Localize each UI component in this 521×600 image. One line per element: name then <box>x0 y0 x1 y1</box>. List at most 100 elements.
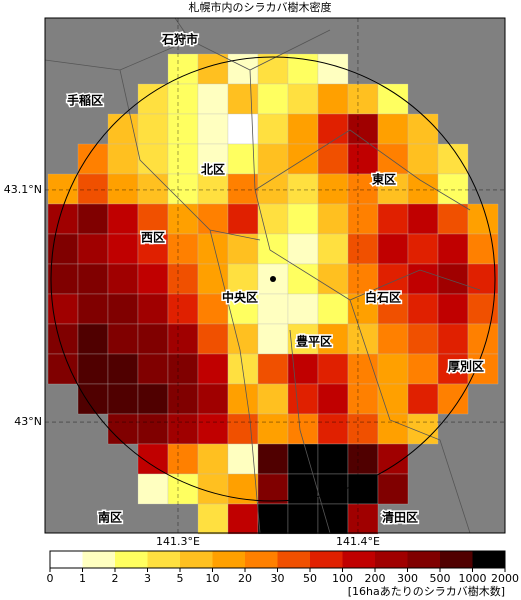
density-cell <box>77 263 109 295</box>
density-cell <box>47 353 79 385</box>
title: 札幌市内のシラカバ樹木密度 <box>189 0 332 14</box>
density-cell <box>137 113 169 145</box>
colorbar-tick-label: 100 <box>332 572 353 585</box>
density-cell <box>167 83 199 115</box>
colorbar-tick-label: 300 <box>397 572 418 585</box>
density-cell <box>467 353 499 385</box>
density-cell <box>257 413 289 445</box>
colorbar-tick-label: 500 <box>430 572 451 585</box>
density-cell <box>377 413 409 445</box>
density-cell <box>47 323 79 355</box>
density-cell <box>467 203 499 235</box>
colorbar-swatch <box>50 551 83 568</box>
density-cell <box>317 143 349 175</box>
density-cell <box>317 173 349 205</box>
density-cell <box>167 323 199 355</box>
density-cell <box>257 233 289 265</box>
x-tick-label: 141.4°E <box>336 535 380 548</box>
density-cell <box>107 413 139 445</box>
density-cell <box>407 323 439 355</box>
density-cell <box>347 443 379 475</box>
density-cell <box>107 173 139 205</box>
density-cell <box>167 353 199 385</box>
colorbar-swatch <box>407 551 440 568</box>
density-cell <box>287 113 319 145</box>
density-cell <box>347 473 379 505</box>
density-cell <box>197 503 229 535</box>
density-cell <box>77 323 109 355</box>
density-cell <box>257 503 289 535</box>
density-cell <box>197 203 229 235</box>
density-cell <box>257 143 289 175</box>
density-cell <box>77 293 109 325</box>
density-cell <box>137 233 169 265</box>
density-cell <box>77 353 109 385</box>
density-cell <box>437 353 469 385</box>
density-cell <box>137 263 169 295</box>
density-cell <box>317 83 349 115</box>
density-cell <box>107 323 139 355</box>
district-label: 西区 <box>141 231 165 245</box>
colorbar-tick-label: 3 <box>144 572 151 585</box>
density-cell <box>407 383 439 415</box>
colorbar-label: [16haあたりのシラカバ樹木数] <box>348 585 505 598</box>
density-cell <box>407 173 439 205</box>
density-cell <box>317 413 349 445</box>
density-cell <box>167 203 199 235</box>
district-label: 豊平区 <box>296 334 332 349</box>
density-cell <box>347 383 379 415</box>
density-cell <box>287 503 319 535</box>
density-cell <box>377 323 409 355</box>
density-cell <box>377 263 409 295</box>
density-cell <box>287 233 319 265</box>
density-cell <box>257 383 289 415</box>
density-cell <box>197 383 229 415</box>
x-tick-label: 141.3°E <box>156 535 200 548</box>
colorbar-swatch <box>115 551 148 568</box>
density-cell <box>197 473 229 505</box>
density-cell <box>197 293 229 325</box>
colorbar-swatch <box>472 551 505 568</box>
map-frame <box>44 17 506 534</box>
density-cell <box>227 203 259 235</box>
colorbar-swatch <box>375 551 408 568</box>
density-cell <box>437 323 469 355</box>
density-cell <box>347 503 379 535</box>
density-cell <box>77 203 109 235</box>
density-cell <box>167 113 199 145</box>
density-cell <box>317 293 349 325</box>
density-cell <box>287 263 319 295</box>
density-cell <box>167 173 199 205</box>
density-cell <box>257 53 289 85</box>
colorbar-tick-label: 2 <box>112 572 119 585</box>
colorbar-tick-label: 1 <box>79 572 86 585</box>
density-cell <box>287 473 319 505</box>
density-cell <box>167 143 199 175</box>
density-cell <box>287 83 319 115</box>
colorbar-tick-label: 30 <box>271 572 285 585</box>
density-cell <box>137 143 169 175</box>
density-cell <box>347 143 379 175</box>
y-tick-label: 43°N <box>14 415 42 428</box>
density-cell <box>47 263 79 295</box>
density-cell <box>227 323 259 355</box>
colorbar-tick-label: 0 <box>47 572 54 585</box>
density-cell <box>377 353 409 385</box>
y-tick-label: 43.1°N <box>4 183 42 196</box>
colorbar-swatch <box>147 551 180 568</box>
density-cell <box>227 113 259 145</box>
density-cell <box>377 203 409 235</box>
colorbar-tick-label: 1000 <box>459 572 487 585</box>
colorbar-swatch <box>82 551 115 568</box>
density-cell <box>317 113 349 145</box>
colorbar: 0 1 2 3 5 10 20 30 50 100 200 300 500 1000 2000 <box>47 550 519 585</box>
density-cell <box>347 203 379 235</box>
density-cell <box>47 233 79 265</box>
density-cell <box>197 263 229 295</box>
density-cell <box>287 323 319 355</box>
density-cell <box>287 143 319 175</box>
density-cell <box>257 353 289 385</box>
